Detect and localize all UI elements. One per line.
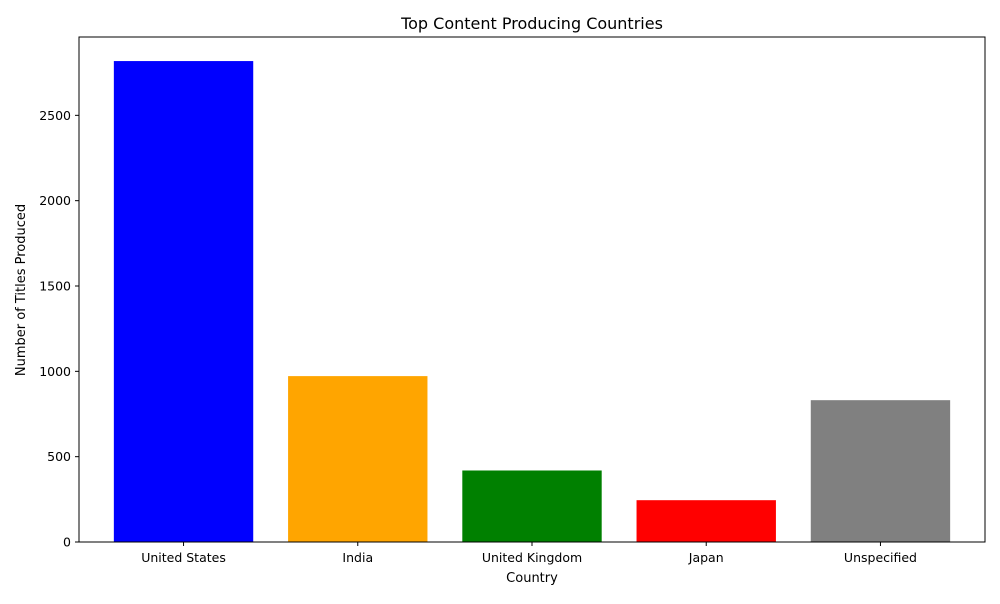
x-axis-ticks: United States India United Kingdom Japan Uns…: [141, 542, 917, 565]
y-tick-label: 0: [63, 535, 71, 550]
bar-japan: [636, 500, 776, 542]
chart-title: Top Content Producing Countries: [400, 14, 663, 33]
plot-frame: [78, 36, 986, 543]
bar-unspecified: [810, 400, 951, 542]
bar-united-states: [113, 61, 254, 542]
y-tick-label: 500: [47, 449, 71, 464]
x-tick-label: Japan: [688, 550, 724, 565]
bar-united-kingdom: [462, 470, 602, 542]
bar-india: [288, 376, 428, 542]
y-tick-label: 1000: [39, 364, 71, 379]
x-axis-label: Country: [506, 571, 558, 586]
y-tick-label: 2500: [39, 108, 71, 123]
y-axis-label: Number of Titles Produced: [14, 204, 29, 376]
x-tick-label: United States: [141, 550, 226, 565]
y-tick-label: 2000: [39, 193, 71, 208]
x-tick-label: United Kingdom: [482, 550, 582, 565]
y-axis-ticks: 0 500 1000 1500 2000 2500: [39, 108, 79, 550]
x-tick-label: India: [342, 550, 373, 565]
y-tick-label: 1500: [39, 279, 71, 294]
bars-layer: [113, 61, 951, 542]
x-tick-label: Unspecified: [844, 550, 917, 565]
